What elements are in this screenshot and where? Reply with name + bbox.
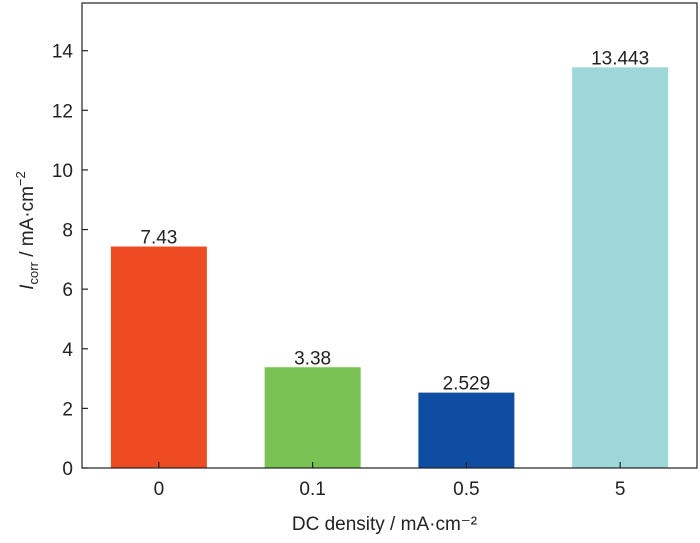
y-axis-title: Icorr / mA·cm−2	[13, 171, 41, 290]
x-axis-ticks: 0 0.1 0.5 5	[154, 462, 626, 500]
y-tick-label: 6	[62, 280, 73, 301]
y-axis-symbol: I	[17, 284, 38, 290]
y-tick-label: 8	[62, 221, 73, 242]
x-axis-title: DC density / mA·cm⁻²	[292, 514, 477, 535]
data-labels-group: 7.43 3.38 2.529 13.443	[140, 48, 649, 394]
y-tick-label: 12	[52, 101, 73, 122]
y-tick-label: 14	[52, 42, 74, 63]
bar-0.5	[418, 392, 515, 468]
y-axis-subscript: corr	[26, 261, 41, 284]
bar-5	[572, 67, 669, 468]
data-label-5: 13.443	[591, 48, 649, 69]
x-tick-label: 0.5	[453, 479, 479, 500]
bars-group	[110, 67, 669, 468]
y-axis-ticks: 0 2 4 6 8 10 12 14	[52, 42, 88, 480]
x-tick-label: 0.1	[299, 479, 325, 500]
y-axis-superscript: −2	[13, 171, 28, 186]
x-tick-label: 5	[615, 479, 626, 500]
bar-0	[110, 246, 207, 468]
bar-0.1	[264, 367, 361, 468]
data-label-0.1: 3.38	[294, 348, 331, 369]
data-label-0: 7.43	[140, 228, 177, 249]
data-label-0.5: 2.529	[443, 374, 491, 395]
y-tick-label: 4	[62, 340, 73, 361]
y-tick-label: 2	[62, 399, 73, 420]
y-tick-label: 0	[62, 459, 73, 480]
y-axis-unit: / mA·cm	[17, 186, 38, 262]
x-tick-label: 0	[154, 479, 165, 500]
plot-frame	[81, 2, 698, 469]
y-tick-label: 10	[52, 161, 73, 182]
